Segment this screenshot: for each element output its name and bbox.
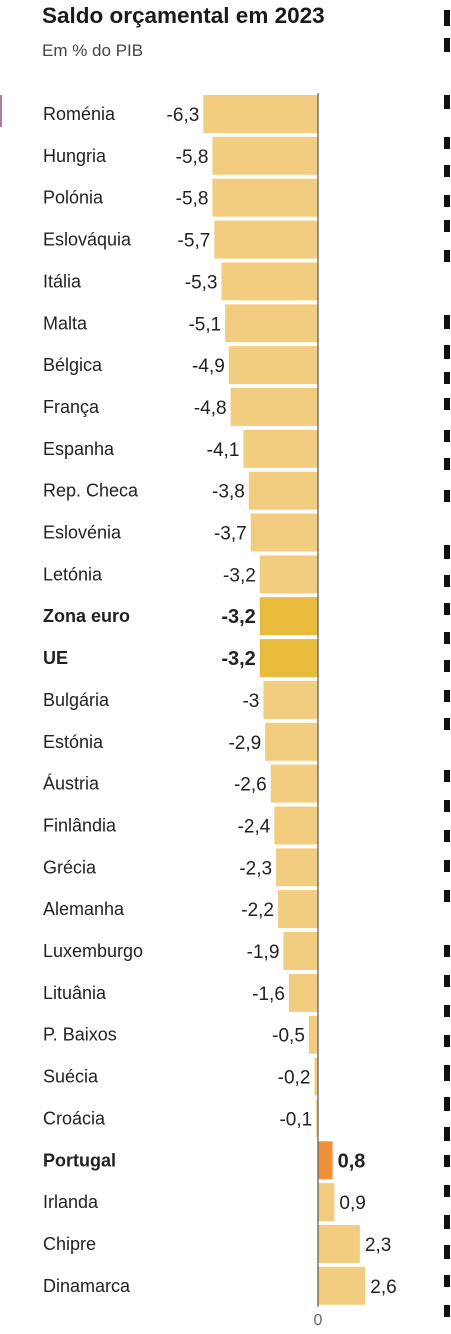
value-label: -4,9 [192,356,225,377]
category-label: Bélgica [43,355,103,375]
category-label: Eslováquia [43,230,132,250]
bar [276,848,318,887]
value-label: -3,8 [212,482,245,503]
value-label: -5,7 [178,231,211,252]
category-label: Finlândia [43,815,117,835]
bar [263,680,318,719]
category-label: Chipre [43,1234,96,1254]
bar [288,973,318,1012]
category-label: Roménia [43,104,116,124]
value-label: 0,9 [339,1193,365,1214]
value-label: -3,2 [221,606,255,628]
bar [318,1225,360,1263]
bar [283,932,318,970]
value-label: -4,8 [194,398,227,419]
category-label: Letónia [43,564,103,584]
bar [230,387,318,426]
category-label: Luxemburgo [43,941,143,961]
value-label: -1,9 [247,942,280,963]
bar [248,471,318,510]
value-label: -3,2 [221,648,255,670]
bar [212,178,318,217]
category-label: UE [43,648,68,668]
bar [274,806,318,845]
category-label: Lituânia [43,983,107,1003]
value-label: 2,6 [370,1277,396,1298]
cropped-article-text [442,0,451,1334]
bar [228,346,318,385]
value-label: -5,8 [176,147,209,168]
category-label: Áustria [43,774,100,794]
value-label: -0,5 [272,1026,305,1047]
value-label: 0,8 [338,1150,366,1172]
bar [270,764,318,803]
category-label: Itália [43,271,82,291]
category-label: P. Baixos [43,1025,117,1045]
category-label: Portugal [43,1150,116,1170]
category-label: Bulgária [43,690,110,710]
bar [259,555,318,594]
bar [318,1266,366,1305]
bar [259,639,318,678]
category-label: Eslovénia [43,523,122,543]
zero-tick-label: 0 [314,1312,323,1329]
category-label: Suécia [43,1067,99,1087]
value-label: -5,3 [185,272,218,293]
bar [203,95,318,133]
side-accent-bar [0,95,2,127]
value-label: -3 [242,691,259,712]
value-label: -6,3 [167,105,200,126]
value-label: -4,1 [207,440,240,461]
bar [259,597,318,636]
category-label: França [43,397,100,417]
category-label: Dinamarca [43,1276,131,1296]
value-label: -2,9 [228,733,261,754]
bar [314,1057,318,1096]
chart-title: Saldo orçamental em 2023 [42,3,325,28]
bar [318,1141,333,1180]
value-label: -0,1 [279,1109,312,1130]
bar [318,1183,335,1222]
value-label: -2,3 [239,858,272,879]
value-label: -3,7 [214,524,247,545]
bar [225,304,318,343]
value-label: -2,2 [241,900,274,921]
bar [250,513,318,552]
category-label: Grécia [43,857,97,877]
value-label: -2,4 [238,816,271,837]
category-label: Espanha [43,439,115,459]
category-label: Hungria [43,146,107,166]
bar [308,1015,318,1054]
bar [278,890,318,929]
bar [243,429,318,468]
category-label: Irlanda [43,1192,99,1212]
category-label: Malta [43,313,88,333]
value-label: -5,1 [188,314,221,335]
value-label: -2,6 [234,775,267,796]
category-label: Estónia [43,732,104,752]
category-label: Alemanha [43,899,125,919]
category-label: Zona euro [43,606,130,626]
bar [265,722,318,761]
category-label: Rep. Checa [43,481,139,501]
bar [316,1099,318,1138]
value-label: -0,2 [278,1068,311,1089]
value-label: -5,8 [176,189,209,210]
chart-subtitle: Em % do PIB [42,41,144,60]
category-label: Croácia [43,1108,106,1128]
value-label: 2,3 [365,1235,391,1256]
bar [214,220,318,259]
value-label: -1,6 [252,984,285,1005]
category-label: Polónia [43,188,104,208]
bar [221,262,318,301]
bar [212,136,318,175]
value-label: -3,2 [223,565,256,586]
